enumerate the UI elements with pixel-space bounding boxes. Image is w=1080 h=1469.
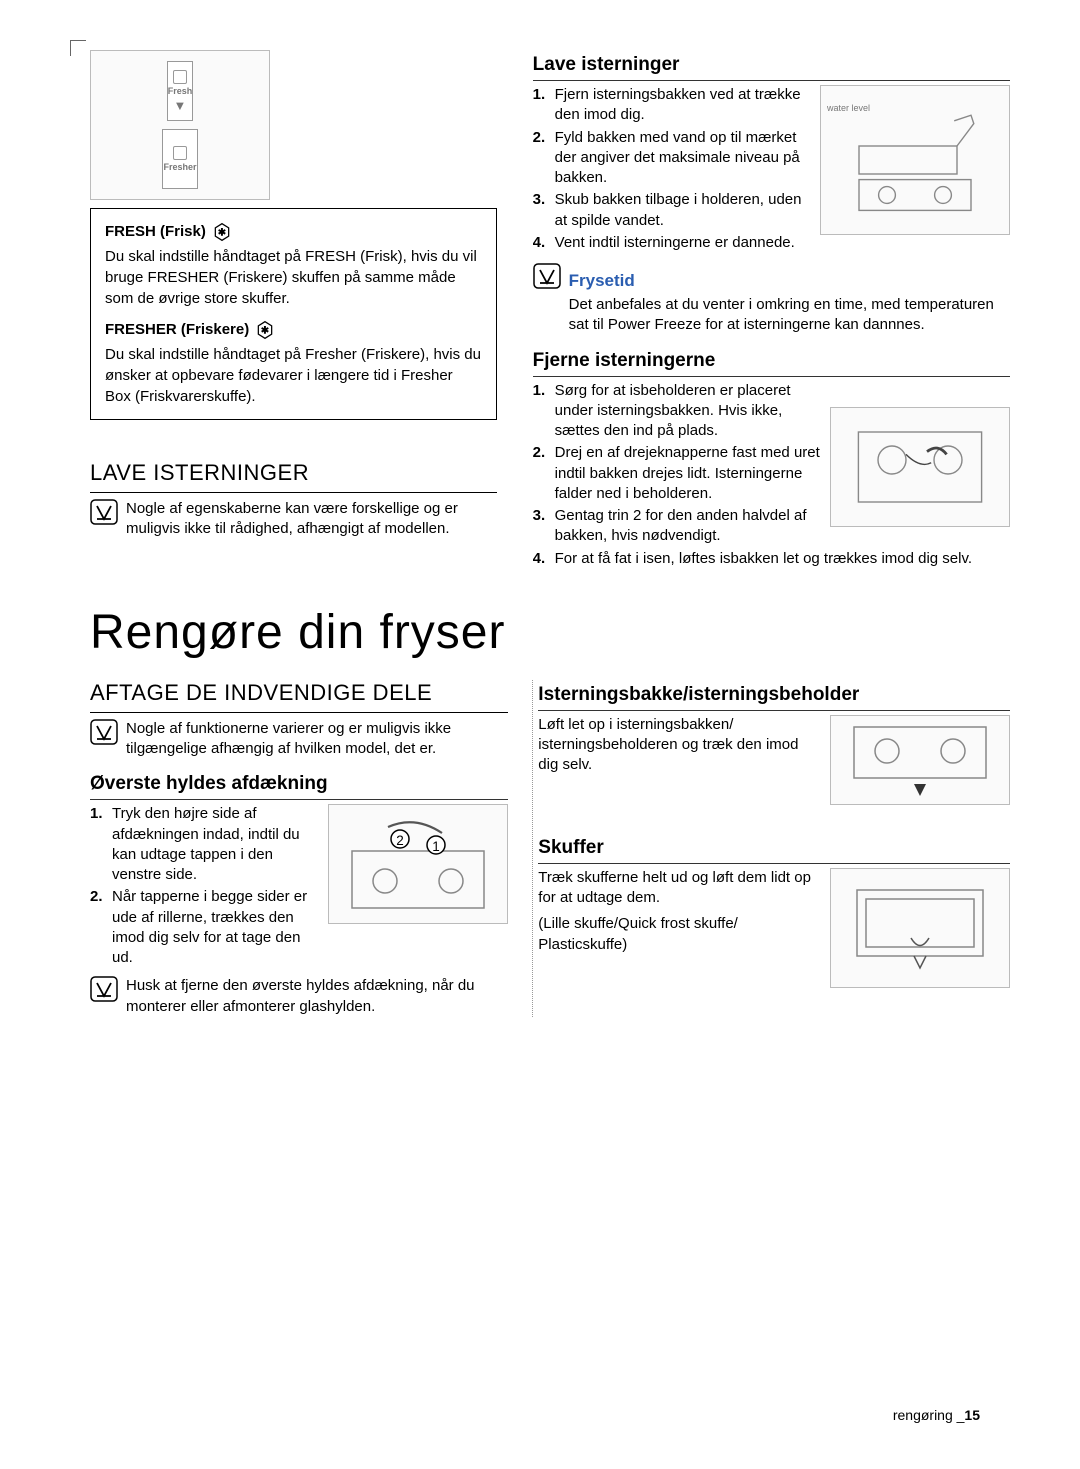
manual-page: 03 RENGØRING Fresh▼ Fresher FRESH (Frisk…	[0, 0, 1080, 1469]
fresh-title: FRESH (Frisk)	[105, 221, 206, 242]
fresher-title: FRESHER (Friskere)	[105, 319, 249, 340]
illustration-ice-tray-remove	[830, 715, 1010, 805]
frysetid-text: Det anbefales at du venter i omkring en …	[569, 295, 1010, 336]
illustration-drawer	[830, 868, 1010, 988]
step: Når tapperne i begge sider er ude af ril…	[90, 887, 508, 968]
footer-page: 15	[964, 1407, 980, 1423]
step: Fjern isterningsbakken ved at trække den…	[533, 85, 1010, 126]
snowflake-hex-icon: ✱	[212, 222, 232, 242]
crop-mark	[70, 40, 86, 56]
note-icon	[90, 976, 118, 1002]
fresher-text: Du skal indstille håndtaget på Fresher (…	[105, 344, 482, 407]
lave-isterninger-heading: LAVE ISTERNINGER	[90, 460, 497, 493]
aftage-title: AFTAGE DE INDVENDIGE DELE	[90, 680, 508, 713]
remove-ice-steps: Sørg for at isbeholderen er placeret und…	[533, 381, 1010, 569]
step: Sørg for at isbeholderen er placeret und…	[533, 381, 1010, 442]
step: Vent indtil isterningerne er dannede.	[533, 233, 1010, 253]
step: Drej en af drejeknapperne fast med uret …	[533, 443, 1010, 504]
page-footer: rengøring _15	[893, 1407, 980, 1423]
fresh-text: Du skal indstille håndtaget på FRESH (Fr…	[105, 246, 482, 309]
snowflake-hex-icon: ✱	[255, 320, 275, 340]
aftage-note2: Husk at fjerne den øverste hyldes afdækn…	[126, 976, 508, 1017]
step: Tryk den højre side af afdækningen indad…	[90, 804, 508, 885]
aftage-note: Nogle af funktionerne varierer og er mul…	[126, 719, 508, 760]
step: Skub bakken tilbage i holderen, uden at …	[533, 190, 1010, 231]
lave-ist-note: Nogle af egenskaberne kan være forskelli…	[126, 499, 497, 540]
note-icon	[90, 499, 118, 525]
svg-text:✱: ✱	[218, 227, 227, 238]
lave-isterninger-subheading: Lave isterninger	[533, 54, 1010, 81]
fjerne-heading: Fjerne isterningerne	[533, 350, 1010, 377]
illustration-fresh-fresher: Fresh▼ Fresher	[90, 50, 270, 200]
skuffer-heading: Skuffer	[538, 837, 1010, 864]
svg-text:✱: ✱	[261, 325, 270, 336]
fresher-label: Fresher	[163, 162, 196, 172]
note-icon	[533, 263, 561, 289]
making-ice-steps: Fjern isterningsbakken ved at trække den…	[533, 85, 1010, 253]
step: Fyld bakken med vand op til mærket der a…	[533, 128, 1010, 189]
step: For at få fat i isen, løftes isbakken le…	[533, 549, 1010, 569]
frysetid-title: Frysetid	[569, 271, 1010, 291]
note-icon	[90, 719, 118, 745]
fresh-box: FRESH (Frisk) ✱ Du skal indstille håndta…	[90, 208, 497, 420]
column-separator	[532, 680, 533, 1017]
step: Gentag trin 2 for den anden halvdel af b…	[533, 506, 1010, 547]
overste-heading: Øverste hyldes afdækning	[90, 773, 508, 800]
big-title: Rengøre din fryser	[90, 605, 1010, 660]
isbakke-heading: Isterningsbakke/isterningsbeholder	[538, 684, 1010, 711]
fresh-label: Fresh	[168, 86, 193, 96]
footer-text: rengøring _	[893, 1407, 965, 1423]
